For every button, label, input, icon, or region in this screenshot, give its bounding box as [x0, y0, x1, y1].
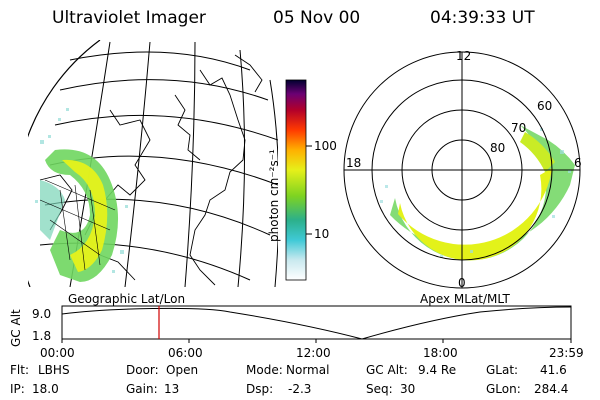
- colorbar-tick-100: 100: [314, 139, 337, 153]
- time-label: 04:39:33 UT: [430, 8, 535, 28]
- glon-key: GLon:: [486, 382, 521, 396]
- door-value: Open: [166, 363, 199, 377]
- dsp-value: -2.3: [288, 382, 312, 396]
- xtick-1800: 18:00: [423, 346, 458, 360]
- glat-value: 41.6: [540, 363, 567, 377]
- door-key: Door:: [126, 363, 159, 377]
- polar-plot: [343, 51, 581, 289]
- xtick-0000: 00:00: [40, 346, 75, 360]
- xtick-0600: 06:00: [168, 346, 203, 360]
- mlt-label-18: 18: [346, 156, 361, 170]
- glon-value: 284.4: [534, 382, 569, 396]
- xtick-2359: 23:59: [549, 346, 584, 360]
- flt-key: Flt:: [10, 363, 29, 377]
- altitude-axis-label: GC Alt: [9, 309, 23, 347]
- mlt-label-12: 12: [456, 49, 471, 63]
- lat-label-70: 70: [511, 121, 526, 135]
- mode-key: Mode:: [246, 363, 283, 377]
- glat-key: GLat:: [486, 363, 519, 377]
- ip-value: 18.0: [32, 382, 59, 396]
- ip-key: IP:: [10, 382, 25, 396]
- altitude-plot: [61, 305, 572, 343]
- color-scale-bar: [285, 79, 312, 281]
- gain-key: Gain:: [126, 382, 158, 396]
- seq-key: Seq:: [366, 382, 393, 396]
- lat-label-60: 60: [537, 99, 552, 113]
- colorbar-unit-label: photon cm⁻²s⁻¹: [267, 149, 281, 242]
- gcalt-value: 9.4 Re: [418, 363, 457, 377]
- mode-value: Normal: [286, 363, 330, 377]
- xtick-1200: 12:00: [296, 346, 331, 360]
- mlt-label-6: 6: [574, 156, 582, 170]
- gain-value: 13: [164, 382, 180, 396]
- seq-value: 30: [400, 382, 416, 396]
- aurora-geo: [35, 108, 128, 282]
- lat-label-80: 80: [490, 141, 505, 155]
- altitude-curve: [61, 306, 572, 340]
- altitude-ytick-low: 1.8: [32, 329, 51, 343]
- mlt-label-0: 0: [458, 276, 466, 290]
- geo-panel-label: Geographic Lat/Lon: [68, 292, 185, 306]
- aurora-oval-core: [398, 168, 552, 261]
- polar-panel-label: Apex MLat/MLT: [420, 292, 510, 306]
- geographic-map: [28, 40, 278, 287]
- app-title: Ultraviolet Imager: [52, 8, 206, 28]
- dsp-key: Dsp:: [246, 382, 274, 396]
- aurora-oval-outer: [390, 125, 575, 261]
- flt-value: LBHS: [38, 363, 70, 377]
- date-label: 05 Nov 00: [273, 8, 361, 28]
- altitude-ytick-high: 9.0: [32, 307, 51, 321]
- gcalt-key: GC Alt:: [366, 363, 408, 377]
- colorbar-tick-10: 10: [314, 227, 329, 241]
